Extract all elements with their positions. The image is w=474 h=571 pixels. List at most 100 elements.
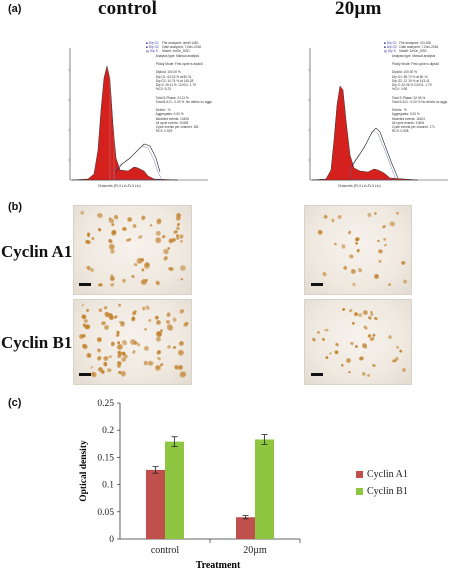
stained-cell <box>372 273 380 281</box>
scale-bar <box>311 373 323 376</box>
stained-cell <box>341 307 345 312</box>
histogram-control: Channels (FL3 Lin-FL3 Lin) <box>68 48 208 188</box>
panel-label-c: (c) <box>8 397 22 409</box>
stained-cell <box>349 341 354 346</box>
y-tick-label: 0.2 <box>102 426 114 436</box>
stained-cell <box>182 320 190 328</box>
legend-label: Cyclin A1 <box>367 469 408 480</box>
stained-cell <box>321 337 326 342</box>
stained-cell <box>110 249 116 255</box>
stained-cell <box>106 368 112 373</box>
scale-bar <box>79 283 91 286</box>
stained-cell <box>132 309 138 314</box>
stained-cell <box>311 337 317 342</box>
stained-cell <box>95 354 103 361</box>
x-category-labels: control 20µm <box>151 545 267 556</box>
row-title-cyclin-b1: Cyclin B1 <box>1 333 73 352</box>
stained-cell <box>143 360 149 367</box>
stained-cell <box>366 373 371 378</box>
stained-cell <box>132 263 138 268</box>
stained-cell <box>348 253 355 260</box>
optical-density-bar-chart: 0 0.05 0.1 0.15 0.2 0.25 control 20µm Optical … <box>79 399 408 571</box>
panel-label-b: (b) <box>8 201 23 213</box>
stained-cell <box>117 370 122 375</box>
stained-cell <box>388 220 396 228</box>
stained-cell <box>402 279 408 285</box>
stained-cell <box>354 241 359 246</box>
stained-cell <box>154 235 163 244</box>
stained-cell <box>173 345 177 350</box>
stained-cell <box>141 214 147 221</box>
stained-cell <box>98 366 104 372</box>
stained-cell <box>323 214 329 220</box>
stained-cell <box>113 314 119 320</box>
y-tick-label: 0 <box>109 535 114 545</box>
stained-cell <box>386 334 393 341</box>
stained-cell <box>155 336 162 343</box>
panel-label-a: (a) <box>8 3 22 15</box>
stained-cell <box>358 312 363 318</box>
stained-cell <box>161 234 167 239</box>
stained-cell <box>102 304 108 310</box>
stained-cell <box>96 335 103 343</box>
stained-cell <box>354 344 359 349</box>
stained-cell <box>103 324 111 332</box>
stained-cell <box>341 363 345 367</box>
stained-cell <box>373 211 378 216</box>
stained-cell <box>383 243 388 247</box>
stained-cell <box>143 327 149 332</box>
svg-text:Channels (FL3 Lin-FL3 Lin): Channels (FL3 Lin-FL3 Lin) <box>98 184 141 188</box>
stained-cell <box>95 347 102 354</box>
stained-cell <box>316 330 321 334</box>
stained-cell <box>144 304 151 312</box>
stained-cell <box>382 237 388 242</box>
histogram-treated: Channels (FL3 Lin-FL3 Lin) <box>308 48 448 188</box>
stained-cell <box>154 279 162 287</box>
stained-cell <box>166 246 171 251</box>
stained-cell <box>147 318 153 323</box>
stained-cell <box>387 282 392 287</box>
stained-cell <box>333 242 337 246</box>
stained-cell <box>361 371 367 377</box>
stained-cell <box>102 355 109 361</box>
stained-cell <box>143 261 151 270</box>
bar-cyclin-b1 <box>165 441 184 539</box>
stained-cell <box>127 217 133 223</box>
stained-cell <box>156 217 163 225</box>
svg-text:Channels (FL3 Lin-FL3 Lin): Channels (FL3 Lin-FL3 Lin) <box>338 184 381 188</box>
stained-cell <box>156 356 161 362</box>
stained-cell <box>166 322 175 332</box>
stained-cell <box>347 229 353 236</box>
stained-cell <box>334 342 340 348</box>
stained-cell <box>108 354 113 359</box>
micrograph-cyclin-a1-control <box>73 205 192 295</box>
stained-cell <box>323 355 329 360</box>
stained-cell <box>369 310 373 314</box>
stained-cell <box>90 237 95 241</box>
stained-cell <box>159 328 164 333</box>
stained-cell <box>373 316 379 321</box>
stained-cell <box>179 276 184 281</box>
stained-cell <box>172 316 177 323</box>
stained-cell <box>140 268 145 273</box>
stained-cell <box>109 281 116 288</box>
stained-cell <box>349 267 357 275</box>
y-tick-label: 0.05 <box>97 508 114 518</box>
stained-cell <box>85 352 93 360</box>
stained-cell <box>178 307 186 315</box>
stained-cell <box>156 230 161 236</box>
stained-cell <box>356 267 363 274</box>
stained-cell <box>90 370 98 378</box>
stained-cell <box>342 265 348 272</box>
scale-bar <box>79 373 91 376</box>
stained-cell <box>162 255 169 262</box>
y-tick-labels: 0 0.05 0.1 0.15 0.2 0.25 <box>97 399 114 545</box>
stained-cell <box>137 233 144 240</box>
stained-cell <box>362 324 368 331</box>
micrograph-cyclin-b1-treated <box>304 299 412 385</box>
bar-cyclin-b1 <box>255 439 274 539</box>
stained-cell <box>167 266 175 273</box>
stained-cell <box>395 211 400 216</box>
stained-cell <box>117 303 121 308</box>
stained-cell <box>84 239 91 245</box>
